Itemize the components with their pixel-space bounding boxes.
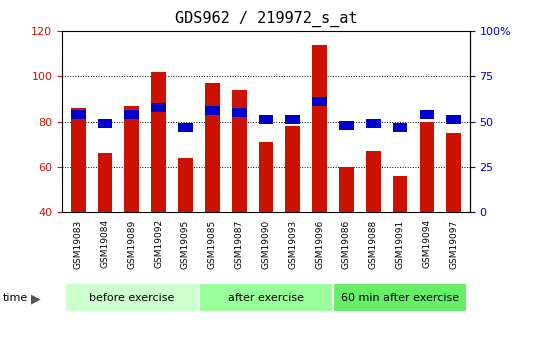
Bar [339, 121, 354, 130]
Bar [420, 110, 434, 119]
Text: GSM19088: GSM19088 [369, 219, 378, 268]
Text: time: time [3, 294, 28, 303]
Bar [447, 133, 461, 212]
Text: GSM19083: GSM19083 [73, 219, 83, 268]
Bar [124, 106, 139, 212]
Bar [232, 108, 246, 117]
Bar [71, 108, 85, 212]
Bar [232, 90, 246, 212]
Bar [447, 115, 461, 124]
Bar [259, 142, 273, 212]
Bar [420, 122, 434, 212]
Text: before exercise: before exercise [89, 293, 174, 303]
Text: GSM19097: GSM19097 [449, 219, 458, 268]
Bar [151, 102, 166, 112]
Bar [71, 110, 85, 119]
Text: GSM19085: GSM19085 [208, 219, 217, 268]
Text: GSM19086: GSM19086 [342, 219, 351, 268]
Text: GSM19092: GSM19092 [154, 219, 163, 268]
Bar [178, 158, 193, 212]
Text: after exercise: after exercise [228, 293, 304, 303]
Text: GDS962 / 219972_s_at: GDS962 / 219972_s_at [175, 10, 357, 27]
Text: GSM19087: GSM19087 [234, 219, 244, 268]
Bar [286, 115, 300, 124]
Bar [199, 283, 333, 312]
Bar [366, 119, 381, 128]
Text: GSM19095: GSM19095 [181, 219, 190, 268]
Bar [98, 119, 112, 128]
Text: GSM19084: GSM19084 [100, 219, 110, 268]
Bar [205, 83, 220, 212]
Bar [178, 122, 193, 131]
Bar [339, 167, 354, 212]
Bar [286, 126, 300, 212]
Text: GSM19091: GSM19091 [396, 219, 404, 268]
Text: GSM19094: GSM19094 [422, 219, 431, 268]
Text: 60 min after exercise: 60 min after exercise [341, 293, 459, 303]
Bar [259, 115, 273, 124]
Text: GSM19089: GSM19089 [127, 219, 136, 268]
Bar [312, 97, 327, 106]
Bar [124, 110, 139, 119]
Bar [393, 176, 408, 212]
Text: ▶: ▶ [31, 293, 41, 306]
Bar [312, 45, 327, 212]
Bar [205, 106, 220, 115]
Text: GSM19093: GSM19093 [288, 219, 298, 268]
Bar [366, 151, 381, 212]
Bar [333, 283, 467, 312]
Bar [65, 283, 199, 312]
Bar [393, 122, 408, 131]
Bar [98, 153, 112, 212]
Text: GSM19090: GSM19090 [261, 219, 271, 268]
Bar [151, 72, 166, 212]
Text: GSM19096: GSM19096 [315, 219, 324, 268]
